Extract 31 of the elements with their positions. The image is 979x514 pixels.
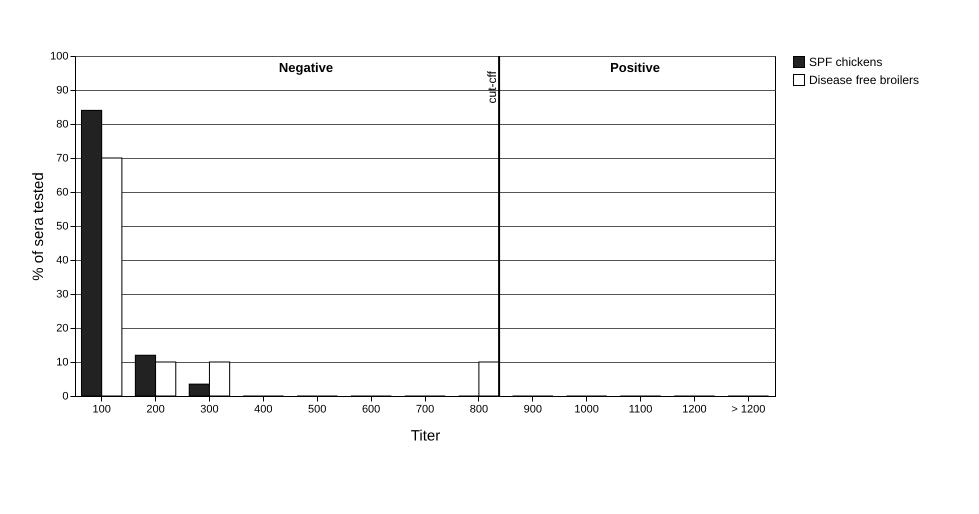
x-tick-label: 1100 bbox=[628, 404, 652, 416]
y-tick-label: 70 bbox=[56, 152, 68, 164]
legend-label: SPF chickens bbox=[809, 55, 882, 69]
y-tick-label: 80 bbox=[56, 118, 68, 130]
x-tick-label: 800 bbox=[470, 404, 488, 416]
y-tick-label: 40 bbox=[56, 254, 68, 266]
y-tick-label: 60 bbox=[56, 186, 68, 198]
x-tick-label: 100 bbox=[92, 404, 111, 416]
x-tick-label: 900 bbox=[524, 404, 542, 416]
y-tick-label: 30 bbox=[56, 288, 68, 300]
ref-line-label: cut-cff bbox=[485, 70, 500, 104]
x-tick-label: 700 bbox=[416, 404, 434, 416]
y-tick-label: 50 bbox=[56, 220, 68, 232]
x-tick-label: 1000 bbox=[574, 404, 599, 416]
annotation: Positive bbox=[610, 60, 660, 75]
x-tick-label: 600 bbox=[362, 404, 380, 416]
x-tick-label: > 1200 bbox=[731, 404, 766, 416]
x-tick-label: 400 bbox=[254, 404, 273, 416]
y-tick-label: 90 bbox=[56, 84, 68, 96]
x-tick-label: 500 bbox=[308, 404, 326, 416]
y-axis-title: % of sera tested bbox=[30, 172, 48, 281]
x-axis-title: Titer bbox=[410, 428, 440, 444]
x-tick-label: 200 bbox=[146, 404, 165, 416]
legend-label: Disease free broilers bbox=[809, 73, 920, 87]
y-tick-label: 0 bbox=[62, 390, 68, 402]
y-tick-label: 10 bbox=[56, 356, 68, 368]
y-tick-label: 100 bbox=[50, 50, 68, 62]
y-tick-label: 20 bbox=[56, 322, 68, 334]
x-tick-label: 300 bbox=[200, 404, 219, 416]
x-tick-label: 1200 bbox=[682, 404, 707, 416]
annotation: Negative bbox=[278, 60, 334, 75]
